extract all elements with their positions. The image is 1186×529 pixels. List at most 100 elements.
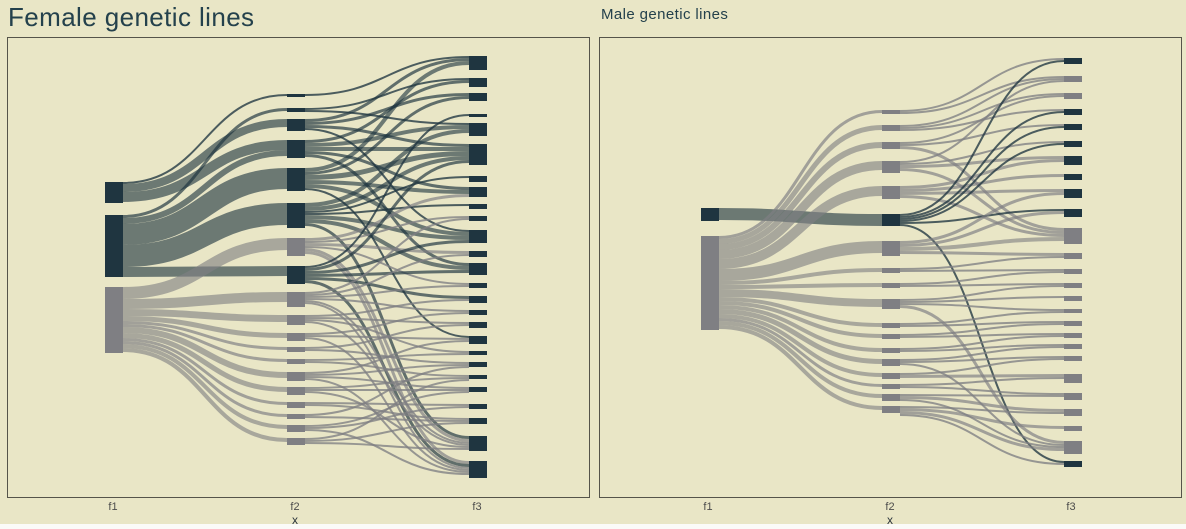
sankey-flow [122, 324, 288, 362]
sankey-flow [304, 406, 470, 429]
sankey-node [882, 283, 900, 288]
sankey-node [1064, 174, 1082, 180]
sankey-node [1064, 93, 1082, 99]
sankey-svg-male [701, 58, 1082, 467]
sankey-flow [304, 340, 470, 374]
sankey-node [469, 461, 487, 478]
sankey-node [287, 315, 305, 325]
sankey-flow [304, 128, 470, 232]
sankey-flow [304, 300, 470, 444]
sankey-node [1064, 393, 1082, 400]
sankey-flow [122, 327, 288, 378]
sankey-flow [122, 316, 288, 338]
sankey-flow [304, 299, 470, 317]
sankey-node [287, 203, 305, 228]
sankey-flow [304, 442, 470, 450]
sankey-flow [304, 364, 470, 376]
sankey-node [701, 208, 719, 221]
sankey-node [701, 236, 719, 330]
sankey-node [1064, 296, 1082, 301]
sankey-flow [899, 346, 1065, 361]
sankey-node [882, 334, 900, 339]
sankey-flow [122, 309, 288, 322]
sankey-node [1064, 333, 1082, 338]
sankey-flow [899, 285, 1065, 301]
sankey-node [469, 123, 487, 136]
sankey-flow [899, 406, 1065, 414]
sankey-flow [718, 301, 883, 338]
sankey-node [1064, 461, 1082, 467]
sankey-flow [899, 168, 1065, 234]
sankey-node [1064, 283, 1082, 288]
sankey-flow [899, 76, 1065, 114]
sankey-flow [304, 78, 470, 110]
sankey-flow [122, 333, 288, 392]
sankey-node [469, 351, 487, 355]
sankey-node [287, 372, 305, 381]
sankey-node [1064, 356, 1082, 361]
chart-title-male: Male genetic lines [601, 6, 729, 23]
sankey-flow [899, 146, 1065, 231]
sankey-node [469, 230, 487, 243]
sankey-node [882, 142, 900, 149]
sankey-flow [122, 238, 288, 299]
sankey-flow [718, 208, 883, 226]
sankey-node [287, 108, 305, 112]
sankey-node [287, 140, 305, 158]
sankey-node [882, 348, 900, 353]
sankey-node [1064, 309, 1082, 313]
sankey-node [1064, 76, 1082, 82]
x-axis-label-left: x [292, 513, 298, 527]
sankey-node [882, 384, 900, 389]
sankey-node [1064, 228, 1082, 244]
sankey-node [1064, 156, 1082, 165]
sankey-flow [304, 366, 470, 416]
sankey-flow [899, 93, 1065, 129]
sankey-flow [899, 414, 1065, 465]
sankey-flow [304, 302, 470, 469]
sankey-flow [304, 56, 470, 96]
sankey-node [469, 375, 487, 379]
sankey-flow [899, 333, 1065, 338]
sankey-flow [718, 321, 883, 398]
sankey-flow [899, 303, 1065, 311]
sankey-flow [718, 309, 883, 364]
sankey-flow [899, 271, 1065, 285]
sankey-flow [899, 80, 1065, 163]
sankey-node [469, 336, 487, 344]
sankey-flow [304, 312, 470, 335]
chart-title-female: Female genetic lines [8, 2, 255, 32]
sankey-flow [304, 377, 470, 389]
sankey-flow [304, 114, 470, 268]
sankey-flow [899, 311, 1065, 325]
sankey-node [882, 186, 900, 199]
sankey-node [469, 387, 487, 392]
sankey-flow [304, 93, 470, 125]
sankey-node [469, 176, 487, 182]
sankey-flow [304, 422, 470, 442]
sankey-flow [718, 325, 883, 410]
sankey-flow [304, 324, 470, 349]
sankey-node [1064, 253, 1082, 259]
sankey-flow [899, 396, 1065, 412]
sankey-flow [304, 298, 470, 312]
tick-f1-left: f1 [108, 501, 118, 513]
sankey-node [882, 406, 900, 413]
sankey-flow [304, 402, 470, 406]
sankey-flow [899, 141, 1065, 165]
sankey-flow [122, 292, 288, 309]
sankey-flow [899, 58, 1065, 112]
sankey-node [469, 263, 487, 275]
sankey-flow [899, 95, 1065, 144]
sankey-flow [304, 429, 470, 475]
sankey-flow [899, 296, 1065, 303]
sankey-flow [899, 124, 1065, 146]
sankey-flow [899, 394, 1065, 397]
tick-f3-left: f3 [472, 501, 482, 513]
sankey-panel-male [599, 37, 1182, 498]
sankey-node [287, 438, 305, 445]
sankey-flow [122, 203, 288, 267]
sankey-flow [122, 321, 288, 350]
sankey-flow [899, 374, 1065, 378]
sankey-flow [122, 94, 288, 184]
